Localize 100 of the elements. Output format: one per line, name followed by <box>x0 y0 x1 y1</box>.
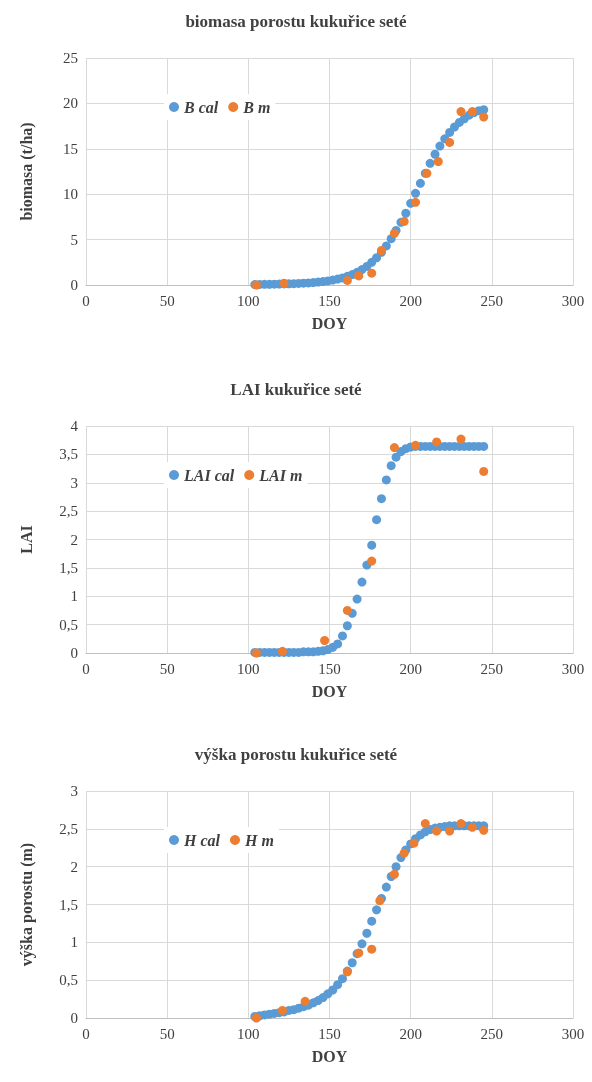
y-tick-label: 3 <box>70 474 78 491</box>
point <box>333 980 343 990</box>
point <box>401 208 411 218</box>
x-tick-label: 50 <box>159 292 175 309</box>
point <box>420 819 430 829</box>
point <box>362 928 372 938</box>
x-tick-label: 50 <box>159 660 175 677</box>
point <box>389 443 399 453</box>
y-tick-label: 0 <box>70 645 78 661</box>
point <box>456 107 466 117</box>
x-tick-label: 150 <box>318 1025 341 1042</box>
y-tick-label: 0,5 <box>59 972 78 989</box>
chart-title: LAI kukuřice seté <box>230 380 363 399</box>
legend-label: B m <box>242 98 271 116</box>
point <box>347 958 357 968</box>
x-tick-label: 250 <box>480 660 504 677</box>
point <box>372 253 382 263</box>
point <box>372 515 382 525</box>
point <box>435 141 445 151</box>
x-tick-label: 100 <box>237 1025 260 1042</box>
point <box>411 188 421 198</box>
legend-label: LAI m <box>258 466 303 484</box>
point <box>432 437 442 447</box>
point <box>479 466 489 476</box>
point <box>357 577 367 587</box>
point <box>430 149 440 159</box>
y-tick-label: 5 <box>70 231 78 248</box>
point <box>425 158 435 168</box>
point <box>433 157 443 167</box>
point <box>300 996 310 1006</box>
point <box>354 271 364 281</box>
y-axis-title: LAI <box>17 525 35 554</box>
point <box>338 631 347 641</box>
point <box>391 452 401 462</box>
x-tick-label: 300 <box>561 660 585 677</box>
x-axis-title: DOY <box>311 314 348 332</box>
point <box>479 112 489 122</box>
x-tick-label: 150 <box>318 660 341 677</box>
point <box>342 621 352 631</box>
point <box>391 862 401 872</box>
point <box>342 605 352 615</box>
y-tick-label: 2 <box>70 531 78 548</box>
x-tick-label: 0 <box>82 292 90 309</box>
point <box>479 105 489 115</box>
y-tick-label: 1 <box>70 588 78 605</box>
point <box>367 944 377 954</box>
y-tick-label: 2 <box>70 858 78 875</box>
x-tick-label: 250 <box>480 1025 504 1042</box>
point <box>445 137 455 147</box>
point <box>357 939 367 949</box>
y-tick-label: 20 <box>63 95 78 112</box>
y-tick-label: 10 <box>63 186 78 203</box>
x-tick-label: 250 <box>480 292 504 309</box>
y-tick-label: 0,5 <box>59 616 78 633</box>
point <box>456 434 466 444</box>
legend-label: H m <box>243 831 274 849</box>
y-tick-label: 0 <box>70 277 78 293</box>
x-tick-label: 100 <box>237 292 260 309</box>
y-tick-label: 1,5 <box>59 559 78 576</box>
x-tick-label: 200 <box>399 1025 422 1042</box>
x-tick-label: 200 <box>399 660 422 677</box>
x-tick-label: 0 <box>82 1025 90 1042</box>
point <box>372 905 382 915</box>
x-tick-label: 100 <box>237 660 260 677</box>
y-tick-label: 15 <box>63 140 78 157</box>
legend-label: B cal <box>183 98 219 116</box>
x-tick-label: 0 <box>82 660 90 677</box>
y-tick-label: 2,5 <box>59 503 78 520</box>
y-tick-label: 1,5 <box>59 896 78 913</box>
point <box>367 556 377 566</box>
point <box>333 639 343 649</box>
point <box>376 494 386 504</box>
point <box>338 974 347 984</box>
y-tick-label: 4 <box>70 418 79 434</box>
chart-title: biomasa porostu kukuřice seté <box>185 12 408 31</box>
point <box>367 268 377 278</box>
point <box>352 594 362 604</box>
point <box>445 127 455 137</box>
x-tick-label: 300 <box>561 1025 585 1042</box>
y-tick-label: 3,5 <box>59 446 78 463</box>
point <box>381 475 391 485</box>
point <box>367 916 377 926</box>
x-axis-title: DOY <box>311 682 348 700</box>
x-tick-label: 200 <box>399 292 422 309</box>
point <box>367 540 377 550</box>
y-tick-label: 3 <box>70 783 78 799</box>
point <box>386 461 396 471</box>
point <box>445 826 455 836</box>
point <box>411 197 421 207</box>
point <box>415 178 425 188</box>
y-tick-label: 25 <box>63 50 78 66</box>
point <box>342 275 352 285</box>
x-tick-label: 300 <box>561 292 585 309</box>
y-tick-label: 0 <box>70 1010 78 1026</box>
x-tick-label: 50 <box>159 1025 175 1042</box>
point <box>381 882 391 892</box>
y-tick-label: 2,5 <box>59 820 78 837</box>
x-tick-label: 150 <box>318 292 341 309</box>
chart-title: výška porostu kukuřice seté <box>194 745 398 764</box>
y-axis-title: biomasa (t/ha) <box>17 122 36 221</box>
